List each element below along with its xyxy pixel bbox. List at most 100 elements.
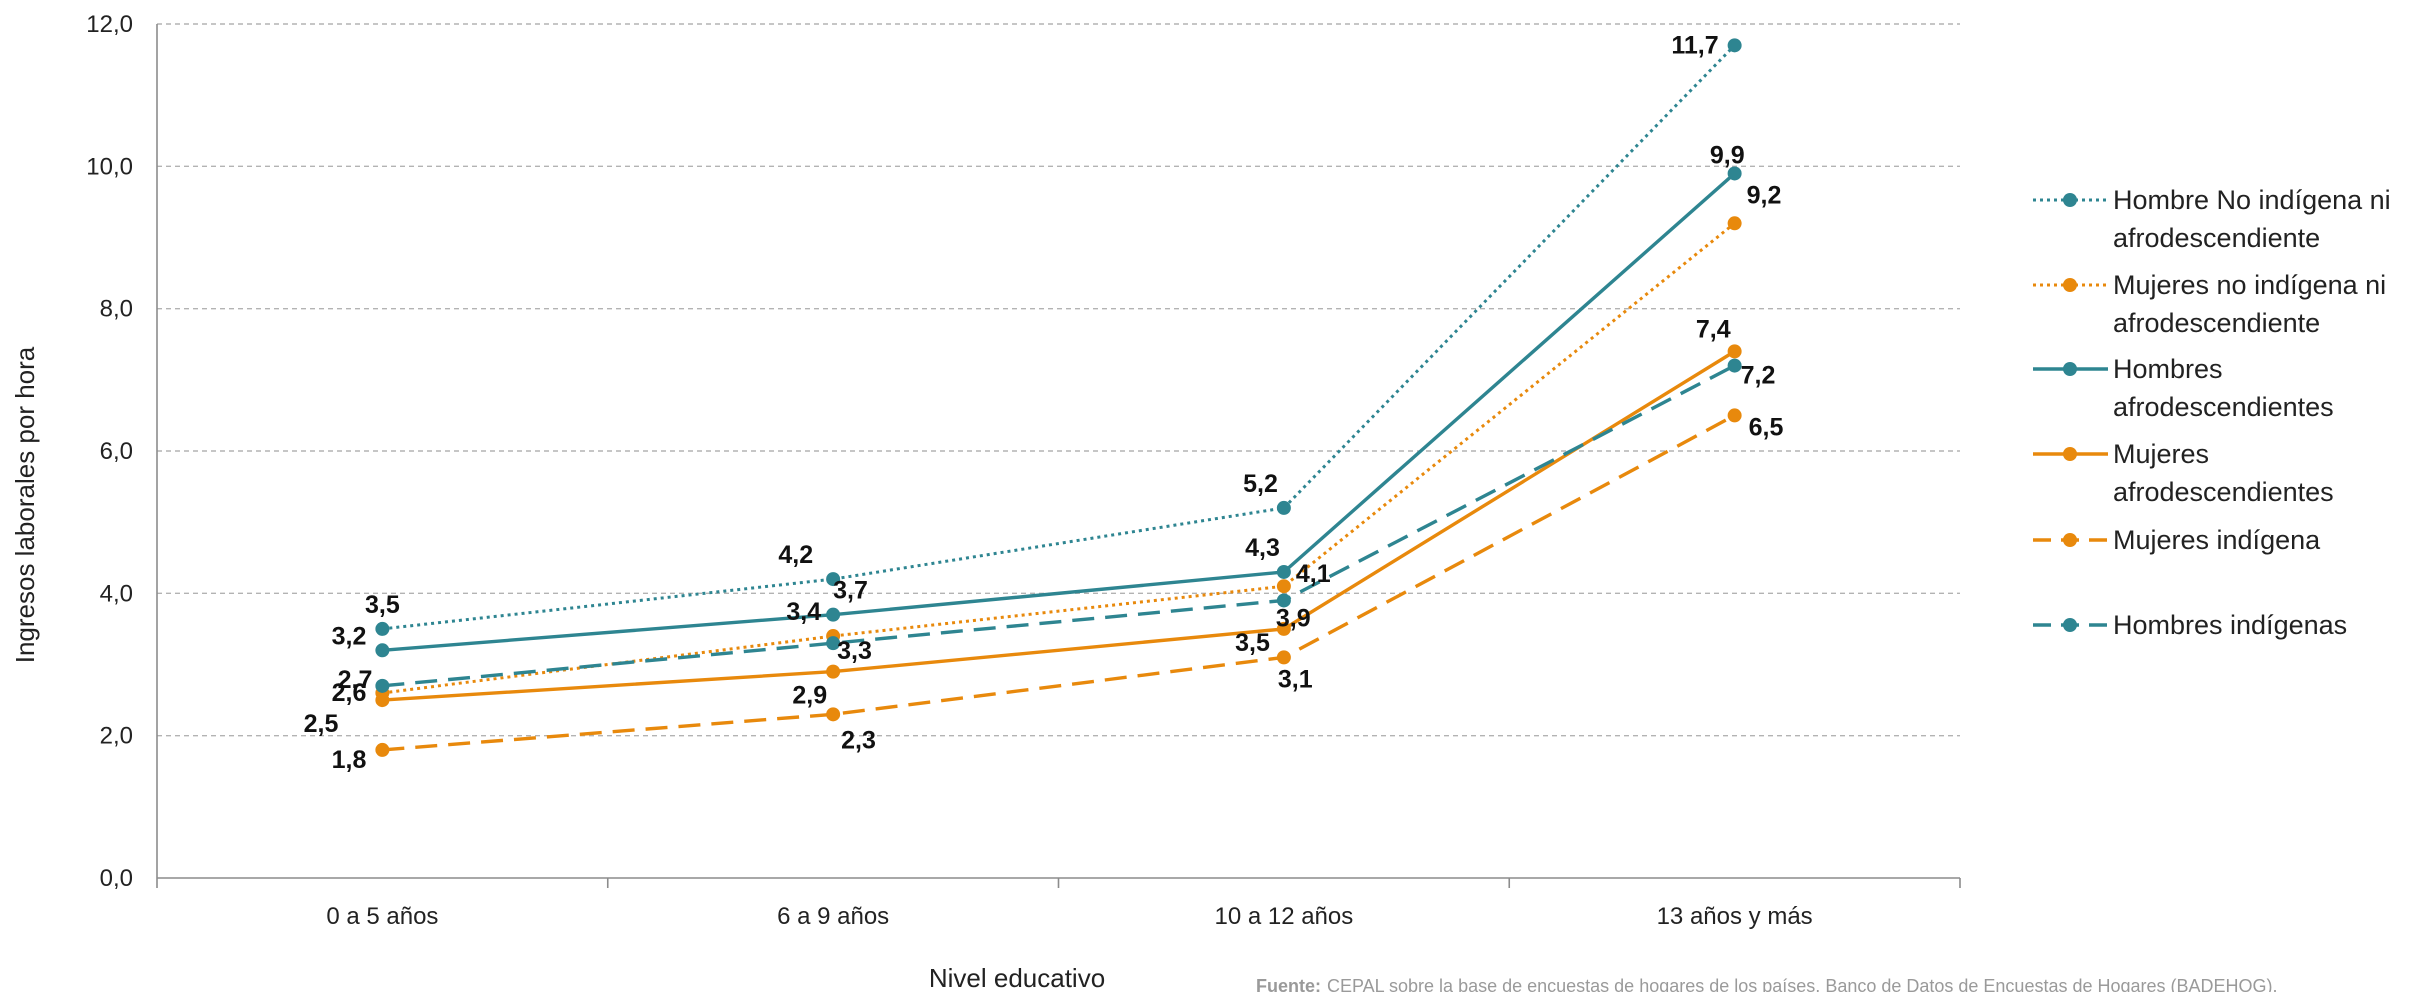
legend-item: Hombres indígenas — [2033, 610, 2347, 640]
data-label: 2,9 — [792, 682, 827, 710]
legend-marker — [2063, 278, 2077, 292]
x-tick-labels: 0 a 5 años 6 a 9 años 10 a 12 años 13 años … — [326, 903, 1812, 930]
data-label: 5,2 — [1243, 470, 1278, 498]
series-line — [382, 349, 1736, 702]
data-point — [375, 742, 390, 757]
series-0 — [375, 38, 1742, 636]
source-label: Fuente: — [1256, 976, 1321, 992]
data-label: 2,6 — [332, 679, 367, 707]
data-point — [375, 621, 390, 636]
data-label: 9,9 — [1710, 141, 1745, 169]
series-3 — [375, 344, 1742, 708]
legend-item: Mujeres indígena — [2033, 525, 2321, 555]
legend-item: Hombre No indígena ni afrodescendiente — [2033, 185, 2391, 253]
legend-label: Hombres — [2113, 354, 2223, 384]
y-tick-label: 10,0 — [86, 153, 133, 180]
data-label: 2,7 — [338, 666, 373, 694]
data-point — [1276, 579, 1291, 594]
data-label: 3,4 — [786, 598, 821, 626]
legend-label: Mujeres — [2113, 439, 2209, 469]
legend-label: Hombres indígenas — [2113, 610, 2347, 640]
legend: Hombre No indígena niafrodescendienteMuj… — [2033, 185, 2391, 640]
data-point — [826, 607, 841, 622]
y-axis-title: Ingresos laborales por hora — [10, 346, 40, 663]
legend-label: Mujeres indígena — [2113, 525, 2321, 555]
legend-label: Hombre No indígena ni — [2113, 185, 2391, 215]
series-line — [382, 364, 1736, 688]
legend-label: afrodescendientes — [2113, 477, 2334, 507]
series-4 — [375, 408, 1742, 757]
data-point — [1276, 593, 1291, 608]
y-tick-label: 12,0 — [86, 11, 133, 38]
legend-marker — [2063, 618, 2077, 632]
series-line — [382, 44, 1736, 631]
legend-marker — [2063, 362, 2077, 376]
data-point — [1276, 500, 1291, 515]
y-tick-label: 8,0 — [100, 296, 133, 323]
legend-item: Mujeres afrodescendientes — [2033, 439, 2334, 507]
x-tick-label: 6 a 9 años — [777, 903, 889, 930]
series-lines — [375, 38, 1742, 757]
data-point — [826, 572, 841, 587]
data-point — [375, 693, 390, 708]
x-tick-label: 0 a 5 años — [326, 903, 438, 930]
legend-marker — [2063, 447, 2077, 461]
y-tick-label: 2,0 — [100, 723, 133, 750]
legend-label: afrodescendiente — [2113, 223, 2320, 253]
data-point — [826, 664, 841, 679]
data-label: 4,1 — [1296, 560, 1331, 588]
data-label: 2,3 — [841, 726, 876, 754]
data-label: 9,2 — [1747, 181, 1782, 209]
data-label: 3,5 — [1235, 629, 1270, 657]
data-point — [1727, 408, 1742, 423]
data-label: 7,2 — [1741, 362, 1776, 390]
legend-item: Mujeres no indígena ni afrodescendiente — [2033, 270, 2386, 338]
data-label: 2,5 — [304, 710, 339, 738]
data-label: 3,7 — [833, 577, 868, 605]
legend-label: Mujeres no indígena ni — [2113, 270, 2386, 300]
y-tick-label: 4,0 — [100, 580, 133, 607]
data-label: 1,8 — [332, 746, 367, 774]
series-1 — [375, 216, 1742, 700]
data-label: 3,3 — [837, 637, 872, 665]
data-label: 3,5 — [365, 591, 400, 619]
x-tick-label: 13 años y más — [1657, 903, 1813, 930]
data-label: 3,2 — [332, 622, 367, 650]
series-5 — [375, 358, 1742, 693]
data-point — [1727, 166, 1742, 181]
source-text: CEPAL sobre la base de encuestas de hoga… — [1327, 976, 2278, 992]
data-label: 4,2 — [778, 541, 813, 569]
data-point — [1276, 564, 1291, 579]
y-tick-label: 6,0 — [100, 438, 133, 465]
data-point — [1727, 344, 1742, 359]
series-2 — [375, 166, 1742, 658]
x-tick-label: 10 a 12 años — [1214, 903, 1353, 930]
series-line — [382, 222, 1736, 695]
data-point — [1727, 358, 1742, 373]
x-axis-title: Nivel educativo — [929, 963, 1105, 992]
legend-item: Hombres afrodescendientes — [2033, 354, 2334, 422]
data-label: 6,5 — [1749, 413, 1784, 441]
data-label: 11,7 — [1671, 31, 1718, 59]
axes — [156, 24, 1961, 888]
data-point — [826, 707, 841, 722]
data-point — [826, 636, 841, 651]
data-labels: 3,5 4,2 5,2 11,7 2,6 3,4 4,1 9,2 3,2 3,7 4,3 9,9 2,5… — [304, 31, 1784, 774]
source-note: Fuente: CEPAL sobre la base de encuestas … — [1256, 976, 2278, 992]
data-label: 3,1 — [1278, 665, 1313, 693]
data-label: 7,4 — [1696, 315, 1731, 343]
data-point — [1276, 650, 1291, 665]
legend-label: afrodescendientes — [2113, 392, 2334, 422]
y-tick-labels: 0,0 2,0 4,0 6,0 8,0 10,0 12,0 — [86, 11, 133, 892]
data-label: 3,9 — [1276, 604, 1311, 632]
data-label: 4,3 — [1245, 534, 1280, 562]
series-line — [382, 413, 1736, 752]
data-point — [375, 643, 390, 658]
y-tick-label: 0,0 — [100, 865, 133, 892]
legend-marker — [2063, 533, 2077, 547]
series-line — [382, 172, 1736, 652]
data-point — [1727, 216, 1742, 231]
data-point — [1727, 38, 1742, 53]
legend-label: afrodescendiente — [2113, 308, 2320, 338]
